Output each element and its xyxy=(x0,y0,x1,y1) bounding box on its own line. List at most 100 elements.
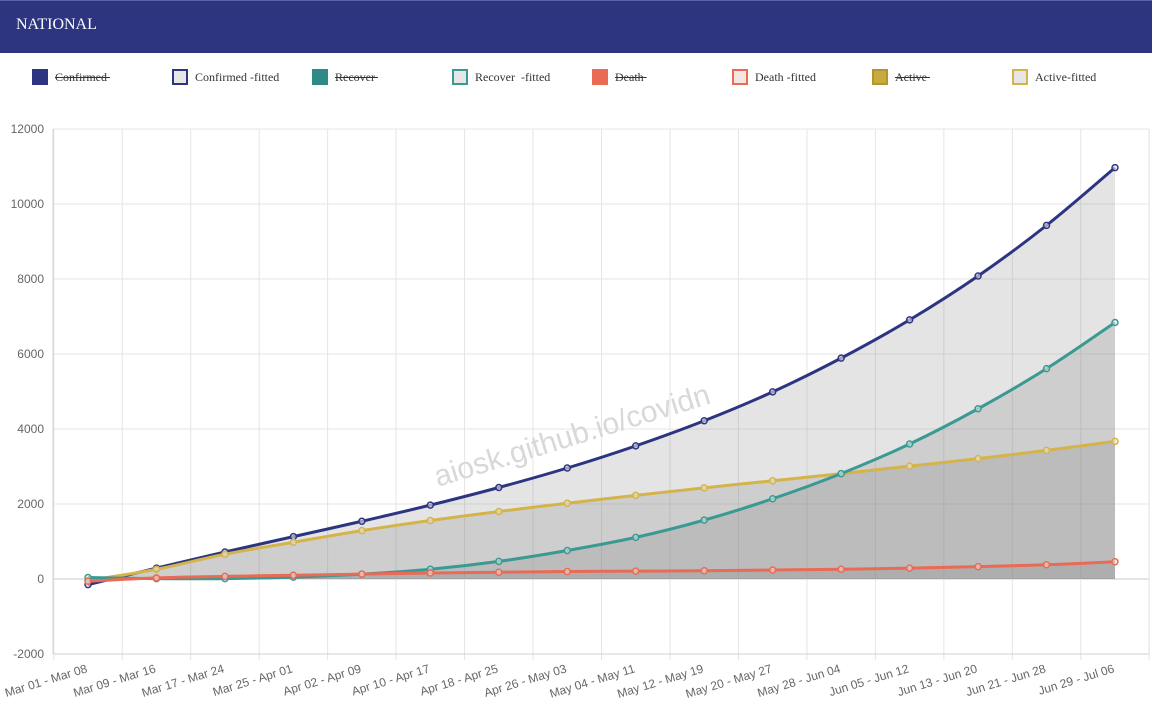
legend-swatch xyxy=(452,69,468,85)
data-point-1-7 xyxy=(495,483,503,492)
x-tick-label: Mar 25 - Apr 01 xyxy=(211,661,294,699)
series-area-2 xyxy=(88,441,1115,581)
legend-item-3[interactable]: Recover xyxy=(312,69,378,85)
y-tick-label: 2000 xyxy=(17,497,44,511)
legend-label: Confirmed -fitted xyxy=(195,69,280,84)
line-chart: -2000020004000600080001000012000aiosk.gi… xyxy=(3,122,1150,701)
data-point-2-4 xyxy=(289,538,298,546)
data-point-4-2 xyxy=(152,574,161,582)
series-line-1 xyxy=(87,166,1116,587)
x-tick-label: Jun 21 - Jun 28 xyxy=(964,661,1048,699)
legend-label: Recover -fitted xyxy=(475,69,551,84)
data-point-1-9 xyxy=(631,442,640,450)
x-tick-label: Apr 02 - Apr 09 xyxy=(281,661,363,698)
x-tick-label: Apr 10 - Apr 17 xyxy=(350,661,432,698)
data-point-1-6 xyxy=(426,501,435,509)
data-point-1-5 xyxy=(358,517,366,525)
legend-swatch xyxy=(872,69,888,85)
data-point-2-8 xyxy=(563,499,572,507)
data-point-2-7 xyxy=(495,507,503,516)
data-point-2-3 xyxy=(221,550,229,558)
data-point-3-8 xyxy=(563,546,572,555)
y-tick-label: 10000 xyxy=(11,197,45,211)
data-point-4-13 xyxy=(905,564,914,572)
data-point-4-14 xyxy=(974,562,982,571)
page-title: NATIONAL xyxy=(16,16,97,33)
legend-label: Active-fitted xyxy=(1035,69,1097,84)
data-point-3-14 xyxy=(974,405,982,413)
data-point-2-11 xyxy=(768,477,777,485)
data-point-3-7 xyxy=(495,557,503,566)
data-point-3-10 xyxy=(700,516,708,524)
data-point-2-2 xyxy=(152,565,161,573)
data-point-2-13 xyxy=(905,462,914,470)
legend-swatch xyxy=(172,69,188,85)
data-point-4-11 xyxy=(768,566,777,574)
data-point-1-16 xyxy=(1111,163,1119,172)
data-point-1-12 xyxy=(837,354,845,362)
legend-swatch xyxy=(312,69,328,85)
series-line-2 xyxy=(87,439,1116,582)
data-point-4-6 xyxy=(426,569,435,577)
y-tick-label: -2000 xyxy=(13,647,44,661)
legend-swatch xyxy=(1012,69,1028,85)
data-point-1-10 xyxy=(700,417,708,425)
legend-item-7[interactable]: Active xyxy=(872,69,930,85)
legend-swatch xyxy=(732,69,748,85)
legend-swatch xyxy=(32,69,48,85)
data-point-4-7 xyxy=(495,568,503,576)
data-point-1-15 xyxy=(1042,221,1051,230)
y-tick-label: 12000 xyxy=(11,122,45,136)
data-point-4-15 xyxy=(1042,561,1051,569)
legend-item-8[interactable]: Active-fitted xyxy=(1012,69,1096,85)
data-point-4-3 xyxy=(221,572,229,581)
legend-label: Active xyxy=(895,69,930,84)
data-point-1-11 xyxy=(768,388,777,396)
data-point-1-13 xyxy=(905,316,914,324)
data-point-4-1 xyxy=(84,577,92,585)
data-point-4-4 xyxy=(289,571,298,579)
data-point-3-12 xyxy=(837,469,845,478)
data-point-4-10 xyxy=(700,567,708,575)
series-area-1 xyxy=(88,167,1115,585)
y-tick-label: 8000 xyxy=(17,272,44,286)
data-point-3-16 xyxy=(1111,318,1119,327)
chart-legend: Confirmed Confirmed -fitted Recover Recov… xyxy=(0,64,1152,90)
data-point-2-9 xyxy=(631,491,640,500)
data-point-3-15 xyxy=(1042,364,1051,373)
data-point-3-9 xyxy=(631,533,640,542)
data-point-4-9 xyxy=(631,567,640,575)
data-point-4-16 xyxy=(1111,558,1119,566)
series-area-3 xyxy=(88,322,1115,579)
legend-label: Death xyxy=(615,69,647,84)
data-point-3-11 xyxy=(768,495,777,503)
data-point-1-14 xyxy=(974,272,982,280)
data-point-2-5 xyxy=(358,526,366,535)
legend-label: Recover xyxy=(335,69,378,84)
data-point-2-14 xyxy=(974,454,982,463)
data-point-3-13 xyxy=(905,440,914,448)
top-bar: NATIONAL xyxy=(0,0,1152,53)
x-tick-label: Jun 29 - Jul 06 xyxy=(1037,661,1117,697)
series-line-3 xyxy=(87,321,1116,581)
data-point-2-15 xyxy=(1042,446,1051,455)
y-tick-label: 0 xyxy=(37,572,44,586)
legend-item-5[interactable]: Death xyxy=(592,69,647,85)
y-tick-label: 6000 xyxy=(17,347,44,361)
legend-item-2[interactable]: Confirmed -fitted xyxy=(172,69,279,85)
legend-label: Death -fitted xyxy=(755,69,816,84)
legend-label: Confirmed xyxy=(55,69,110,84)
data-point-2-6 xyxy=(426,516,435,525)
legend-item-6[interactable]: Death -fitted xyxy=(732,69,816,85)
data-point-4-12 xyxy=(837,565,845,573)
data-point-2-16 xyxy=(1111,437,1119,446)
y-tick-label: 4000 xyxy=(17,422,44,436)
data-point-4-8 xyxy=(563,567,572,576)
data-point-1-8 xyxy=(563,464,572,472)
legend-item-4[interactable]: Recover -fitted xyxy=(452,69,550,85)
data-point-4-5 xyxy=(358,570,366,578)
legend-swatch xyxy=(592,69,608,85)
data-point-2-10 xyxy=(700,484,708,492)
series-line-4 xyxy=(87,560,1116,583)
legend-item-1[interactable]: Confirmed xyxy=(32,69,110,85)
